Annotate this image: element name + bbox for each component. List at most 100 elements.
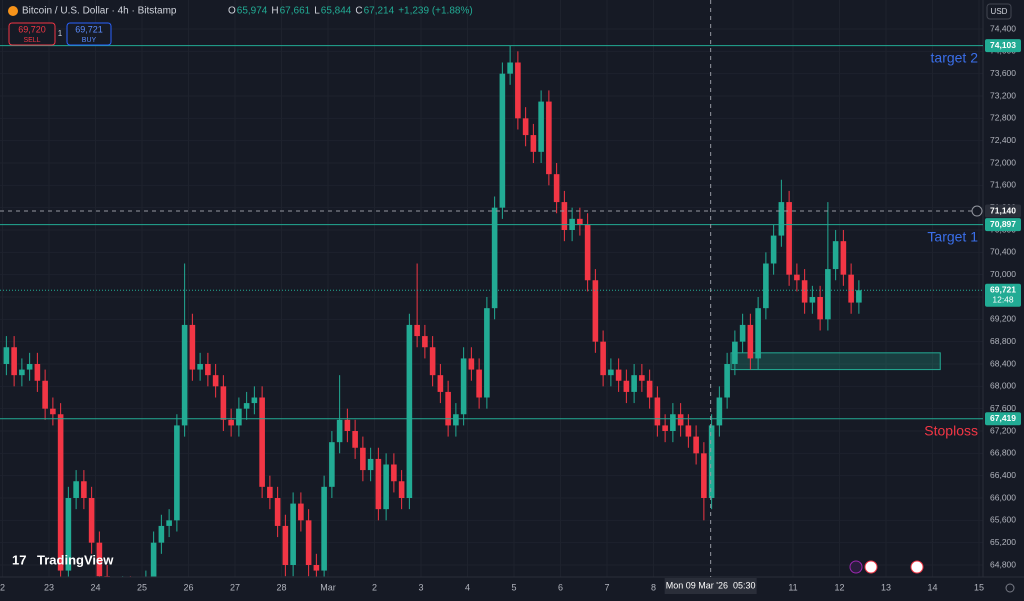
- ohlc-key: L: [314, 6, 320, 17]
- candle-body: [228, 419, 234, 426]
- y-tick-label: 69,200: [990, 314, 1016, 324]
- y-tick-label: 64,800: [990, 559, 1016, 569]
- candle-body: [158, 525, 165, 543]
- candle-body: [336, 419, 343, 443]
- y-tick-label: 67,600: [990, 403, 1016, 413]
- x-tick-label: 23: [44, 582, 54, 592]
- y-tick-label: 66,400: [990, 470, 1016, 480]
- y-tick-label: 66,000: [990, 492, 1016, 502]
- candle-body: [654, 397, 661, 426]
- candle-body: [19, 369, 25, 376]
- candle-body: [73, 481, 79, 498]
- y-tick-label: 73,200: [990, 90, 1016, 100]
- candle-body: [274, 498, 281, 526]
- candle-body: [515, 62, 521, 119]
- zone: [730, 352, 941, 371]
- candle-body: [724, 364, 730, 398]
- candle-body: [639, 375, 645, 381]
- y-tick-label: 72,000: [990, 157, 1016, 167]
- candle-body: [770, 235, 777, 264]
- x-tick-label: 8: [651, 582, 656, 592]
- candle-body: [57, 414, 64, 571]
- crosshair-y-badge: [985, 204, 1021, 218]
- candle-body: [96, 542, 103, 577]
- candle-body: [809, 297, 816, 303]
- x-tick-label: 5: [511, 582, 516, 592]
- candle-body: [414, 324, 420, 337]
- x-tick-label: 26: [183, 582, 193, 592]
- quantity: 1: [58, 29, 63, 38]
- crosshair-x-badge: [664, 578, 757, 594]
- candle-body: [631, 375, 637, 392]
- candle-body: [429, 347, 436, 376]
- candle-body: [522, 118, 529, 136]
- candle-body: [298, 503, 304, 521]
- sell-button[interactable]: [8, 22, 56, 46]
- candle-body: [42, 380, 48, 409]
- sell-price: 69,720: [18, 24, 46, 34]
- candle-body: [197, 364, 203, 370]
- x-tick-label: 24: [90, 582, 100, 592]
- buy-price: 69,721: [75, 24, 103, 34]
- candle-body: [251, 397, 258, 404]
- price-badge: [985, 283, 1021, 307]
- y-tick-label: 68,400: [990, 358, 1016, 368]
- candle-body: [243, 403, 250, 409]
- candle-body: [577, 218, 583, 225]
- logo: TradingView: [37, 552, 114, 567]
- event-icon[interactable]: [864, 560, 878, 574]
- price-badge: [985, 412, 1021, 426]
- candle-body: [623, 380, 630, 392]
- candle-body: [290, 503, 296, 565]
- candle-body: [670, 414, 676, 431]
- x-tick-label: 27: [230, 582, 240, 592]
- currency-button[interactable]: [986, 3, 1012, 20]
- candle-body: [553, 174, 560, 203]
- price-badge-label: 67,419: [990, 413, 1016, 423]
- event-icon[interactable]: [849, 560, 863, 574]
- coin-icon: [8, 6, 18, 16]
- y-tick-label: 68,800: [990, 336, 1016, 346]
- x-tick-label: 7: [604, 582, 609, 592]
- ohlc-key: C: [355, 6, 362, 17]
- candle-body: [34, 364, 41, 381]
- candle-body: [282, 525, 289, 565]
- ohlc-key: H: [271, 6, 278, 17]
- candle-body: [11, 347, 17, 376]
- candle-body: [584, 224, 591, 281]
- candle-body: [499, 73, 506, 208]
- candle-body: [422, 336, 428, 348]
- candle-body: [166, 520, 172, 526]
- event-icon[interactable]: [910, 560, 924, 574]
- candle-body: [693, 436, 699, 454]
- buy-button[interactable]: [66, 22, 112, 46]
- settings-icon[interactable]: [1005, 583, 1015, 593]
- candle-body: [259, 397, 265, 487]
- price-badge-label: 69,721: [990, 284, 1016, 294]
- candle-body: [205, 364, 211, 376]
- x-tick-label: 28: [276, 582, 286, 592]
- candle-body: [801, 280, 808, 303]
- candle-body: [701, 453, 707, 498]
- candle-body: [352, 431, 358, 448]
- candle-body: [817, 297, 823, 320]
- candle-body: [476, 369, 482, 398]
- candle-body: [491, 207, 498, 309]
- candle-body: [561, 202, 568, 230]
- ohlc-legend: O 65,974 H 67,661 L 65,844 C 67,214 +1,239 (+1.8…: [228, 6, 473, 17]
- candle-body: [367, 458, 374, 471]
- y-tick-label: 72,800: [990, 113, 1016, 123]
- candle-body: [546, 101, 552, 175]
- level-annotation: Target 1: [927, 228, 978, 244]
- ohlc-key: O: [228, 6, 236, 17]
- y-tick-label: 68,000: [990, 381, 1016, 391]
- x-tick-label: 11: [788, 582, 797, 592]
- candle-body: [484, 308, 490, 398]
- y-tick-label: 70,000: [990, 269, 1016, 279]
- candle-body: [825, 269, 831, 320]
- x-tick-label: 3: [418, 582, 423, 592]
- candle-body: [375, 458, 382, 510]
- y-tick-label: 65,600: [990, 515, 1016, 525]
- countdown: 12:48: [992, 294, 1014, 304]
- candle-body: [383, 464, 389, 510]
